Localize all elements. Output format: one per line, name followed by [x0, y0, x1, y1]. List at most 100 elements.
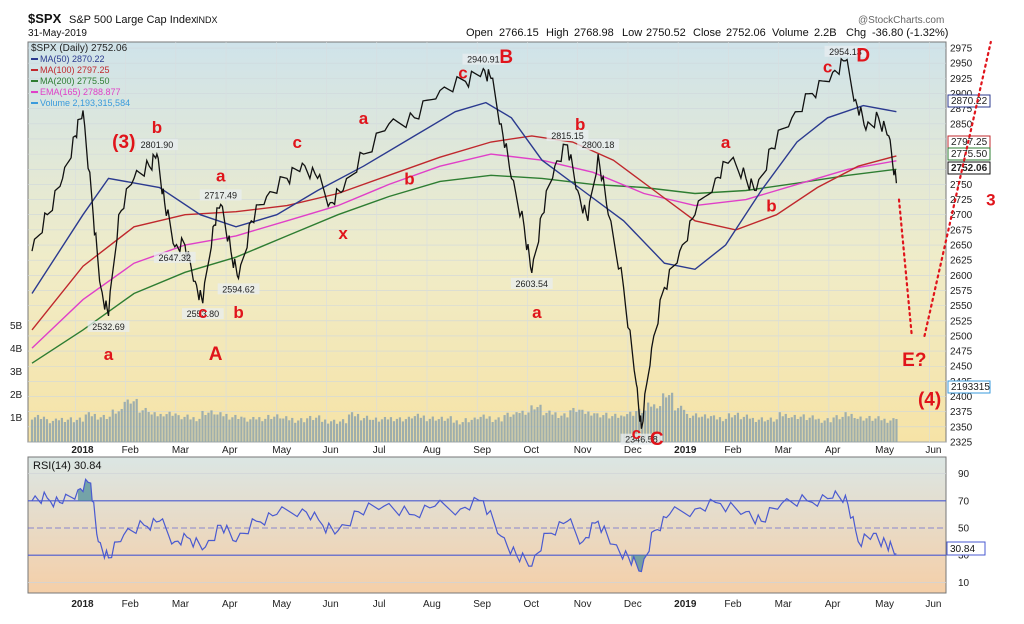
- stockcharts-watermark: @StockCharts.com: [858, 15, 944, 26]
- wave-label: b: [233, 303, 243, 322]
- volume-bar: [159, 413, 162, 442]
- volume-tick-label: 5B: [10, 321, 23, 332]
- rsi-title: RSI(14) 30.84: [33, 460, 101, 472]
- volume-bar: [174, 413, 177, 442]
- volume-bar: [189, 419, 192, 442]
- volume-bar: [180, 419, 183, 442]
- month-label: Aug: [423, 599, 441, 610]
- volume-bar: [608, 418, 611, 442]
- legend-entry: $SPX (Daily) 2752.06: [31, 43, 128, 54]
- volume-bar: [766, 419, 769, 442]
- ma50-line: [31, 101, 897, 294]
- volume-bar: [312, 420, 315, 442]
- legend-entry: Volume 2,193,315,584: [40, 98, 130, 108]
- volume-bar: [596, 413, 599, 442]
- volume-bar: [820, 422, 823, 442]
- volume-bar: [315, 417, 318, 442]
- volume-bar: [117, 411, 120, 442]
- wave-label: 3: [986, 191, 995, 210]
- volume-bar: [30, 419, 34, 442]
- volume-bar: [572, 407, 575, 442]
- volume-bar: [93, 413, 96, 442]
- volume-bar: [521, 410, 524, 442]
- price-label-bg: [462, 53, 505, 65]
- price-tick-label: 2600: [950, 271, 973, 282]
- price-tick-label: 2975: [950, 44, 973, 55]
- wave-label: E?: [902, 350, 926, 371]
- time-axis-top: 2018 Feb Mar Apr May Jun Jul Aug Sep Oct Nov Dec 201…: [71, 445, 941, 456]
- volume-bar: [560, 415, 563, 442]
- volume-bar: [129, 403, 132, 442]
- volume-bar: [243, 417, 246, 442]
- volume-bar: [440, 416, 443, 442]
- volume-bar: [832, 417, 835, 442]
- volume-bar: [210, 410, 213, 442]
- wave-label: a: [216, 166, 226, 185]
- wave-label: c: [198, 303, 207, 322]
- month-label: Mar: [172, 599, 190, 610]
- volume-bar: [39, 419, 43, 442]
- volume-bar: [225, 413, 228, 442]
- price-tick-label: 2850: [950, 119, 973, 130]
- volume-bar: [78, 417, 81, 442]
- price-line: [31, 57, 898, 429]
- volume-bar: [877, 416, 880, 442]
- volume-bar: [147, 412, 150, 442]
- volume-bar: [434, 420, 437, 442]
- volume-bar: [742, 416, 745, 442]
- volume-bar: [715, 419, 719, 442]
- volume-bar: [638, 408, 641, 442]
- volume-bar: [718, 417, 722, 442]
- volume-bar: [165, 414, 168, 442]
- open-label: Open: [466, 27, 493, 39]
- volume-bar: [150, 414, 153, 442]
- volume-bar: [419, 417, 422, 442]
- volume-bar: [365, 415, 369, 442]
- volume-bar: [321, 421, 324, 442]
- volume-bar: [186, 414, 189, 442]
- volume-bar: [171, 415, 174, 442]
- volume-bar: [455, 420, 458, 442]
- volume-bar: [656, 408, 659, 442]
- symbol: $SPX: [28, 11, 62, 26]
- value-tag-text: 2193315: [951, 382, 990, 393]
- wave-label: b: [575, 115, 585, 134]
- rsi-panel: [27, 456, 947, 594]
- volume-bar: [386, 419, 390, 442]
- volume-bar: [407, 416, 410, 442]
- volume-bar: [347, 414, 351, 442]
- value-tag-text: 2752.06: [951, 163, 988, 174]
- volume-bar: [874, 418, 877, 442]
- volume-bar: [168, 411, 171, 442]
- volume-bar: [599, 417, 602, 442]
- volume-bar: [817, 418, 820, 442]
- volume-bar: [216, 414, 219, 442]
- volume-bar: [802, 414, 805, 442]
- volume-bar: [814, 419, 817, 442]
- volume-bar: [811, 415, 814, 442]
- volume-bar: [297, 420, 300, 442]
- volume-bar: [721, 421, 725, 442]
- volume-bar: [162, 416, 165, 442]
- wave-label: x: [338, 224, 348, 243]
- volume-bar: [593, 413, 596, 442]
- month-label: Apr: [825, 599, 841, 610]
- volume-bar: [333, 419, 336, 442]
- wave-label: b: [404, 169, 414, 188]
- volume-bar: [757, 419, 760, 442]
- volume-bar: [282, 418, 285, 442]
- volume-bar: [132, 401, 135, 442]
- volume-bar: [66, 419, 69, 442]
- rsi-tick-label: 10: [958, 578, 970, 589]
- volume-bar: [338, 421, 342, 442]
- volume-bar: [422, 415, 425, 442]
- volume-bar: [54, 418, 58, 442]
- volume-bar: [201, 410, 204, 442]
- month-label: Feb: [122, 445, 140, 456]
- month-label: Apr: [222, 599, 238, 610]
- price-label-bg: [87, 320, 130, 332]
- volume-bar: [458, 424, 461, 442]
- volume-bar: [491, 422, 494, 442]
- month-label: Mar: [775, 599, 793, 610]
- volume-bar: [303, 422, 306, 442]
